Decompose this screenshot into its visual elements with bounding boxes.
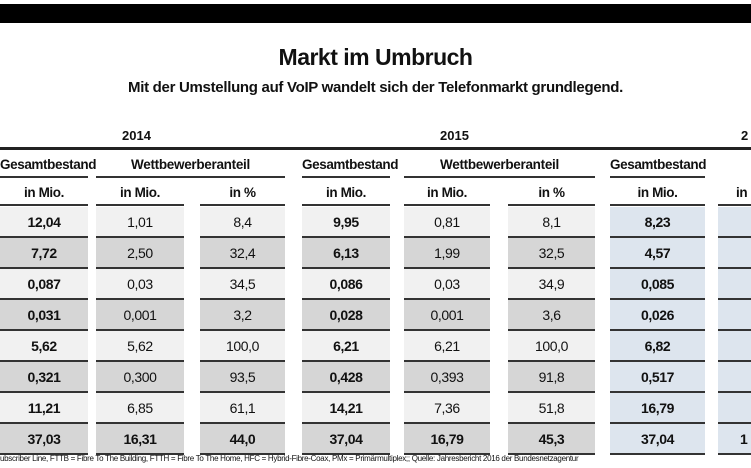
table-cell: 2,50 — [96, 238, 184, 269]
table-cell: 7,72 — [0, 238, 88, 269]
year-2015: 2015 — [440, 128, 469, 143]
header-unit: in Mio. — [0, 178, 88, 206]
table-cell: 0,026 — [610, 300, 705, 331]
header-unit: in % — [200, 178, 285, 206]
table-cell: 51,8 — [508, 393, 595, 424]
page-title: Markt im Umbruch — [278, 44, 473, 70]
table-cell: 8,23 — [610, 207, 705, 238]
year-2014: 2014 — [122, 128, 151, 143]
table-cell: 37,03 — [0, 424, 88, 455]
table-cell: 44,0 — [200, 424, 285, 455]
table-cell: 61,1 — [200, 393, 285, 424]
table-cell: 0,028 — [302, 300, 390, 331]
table-cell: 16,79 — [610, 393, 705, 424]
header-unit: in Mio. — [96, 178, 184, 206]
table-cell: 6,85 — [96, 393, 184, 424]
year-2016-partial: 2 — [741, 128, 749, 143]
footnote: ubscriber Line, FTTB = Fibre To The Buil… — [0, 454, 579, 463]
header-gesamtbestand: Gesamtbestand — [0, 150, 96, 178]
table-cell: 37,04 — [302, 424, 390, 455]
table-cell: 1,99 — [404, 238, 490, 269]
header-wettbewerb-2015: Wettbewerberanteil — [404, 150, 595, 178]
page-subtitle: Mit der Umstellung auf VoIP wandelt sich… — [128, 79, 623, 96]
table-cell: 0,087 — [0, 269, 88, 300]
table-cell: 16,31 — [96, 424, 184, 455]
header-unit: in Mio. — [302, 178, 390, 206]
table-cell — [718, 362, 751, 393]
table-cell: 0,300 — [96, 362, 184, 393]
table-cell: 0,428 — [302, 362, 390, 393]
table-cell: 100,0 — [200, 331, 285, 362]
table-cell: 6,82 — [610, 331, 705, 362]
table-cell: 0,03 — [96, 269, 184, 300]
table-cell: 93,5 — [200, 362, 285, 393]
table-cell — [718, 238, 751, 269]
table-cell — [718, 300, 751, 331]
table-cell: 5,62 — [96, 331, 184, 362]
header-unit: in Mio. — [610, 178, 705, 206]
table-cell: 8,1 — [508, 207, 595, 238]
table-cell: 12,04 — [0, 207, 88, 238]
table-cell: 9,95 — [302, 207, 390, 238]
table-cell: 0,085 — [610, 269, 705, 300]
table-cell: 91,8 — [508, 362, 595, 393]
table-cell: 3,6 — [508, 300, 595, 331]
header-gesamtbestand: Gesamtbestand — [610, 150, 706, 178]
table-cell: 6,21 — [302, 331, 390, 362]
table-cell: 7,36 — [404, 393, 490, 424]
table-cell: 5,62 — [0, 331, 88, 362]
table-cell: 32,4 — [200, 238, 285, 269]
header-unit: in % — [508, 178, 595, 206]
table-cell: 0,393 — [404, 362, 490, 393]
table-cell: 37,04 — [610, 424, 705, 455]
table-cell: 34,5 — [200, 269, 285, 300]
table-cell: 1,01 — [96, 207, 184, 238]
table-cell — [718, 269, 751, 300]
header-wettbewerb-2014: Wettbewerberanteil — [96, 150, 285, 178]
table-cell: 16,79 — [404, 424, 490, 455]
header-unit: in — [718, 178, 751, 206]
table-cell: 14,21 — [302, 393, 390, 424]
table-cell: 6,13 — [302, 238, 390, 269]
table-cell: 0,03 — [404, 269, 490, 300]
table-cell — [718, 207, 751, 238]
table-cell: 0,001 — [96, 300, 184, 331]
table-cell: 0,81 — [404, 207, 490, 238]
table-cell: 0,001 — [404, 300, 490, 331]
header-unit: in Mio. — [404, 178, 490, 206]
table-cell: 11,21 — [0, 393, 88, 424]
top-bar — [0, 4, 751, 23]
table-cell: 0,086 — [302, 269, 390, 300]
table-cell: 34,9 — [508, 269, 595, 300]
table-cell: 4,57 — [610, 238, 705, 269]
header-rule — [0, 147, 751, 150]
table-cell: 3,2 — [200, 300, 285, 331]
table-cell: 0,517 — [610, 362, 705, 393]
table-cell: 100,0 — [508, 331, 595, 362]
header-gesamtbestand: Gesamtbestand — [302, 150, 398, 178]
table-cell: 1 — [718, 424, 751, 455]
table-cell: 8,4 — [200, 207, 285, 238]
table-cell — [718, 393, 751, 424]
table-cell: 45,3 — [508, 424, 595, 455]
table-cell: 0,031 — [0, 300, 88, 331]
table-cell — [718, 331, 751, 362]
table-cell: 6,21 — [404, 331, 490, 362]
table-cell: 32,5 — [508, 238, 595, 269]
table-cell: 0,321 — [0, 362, 88, 393]
